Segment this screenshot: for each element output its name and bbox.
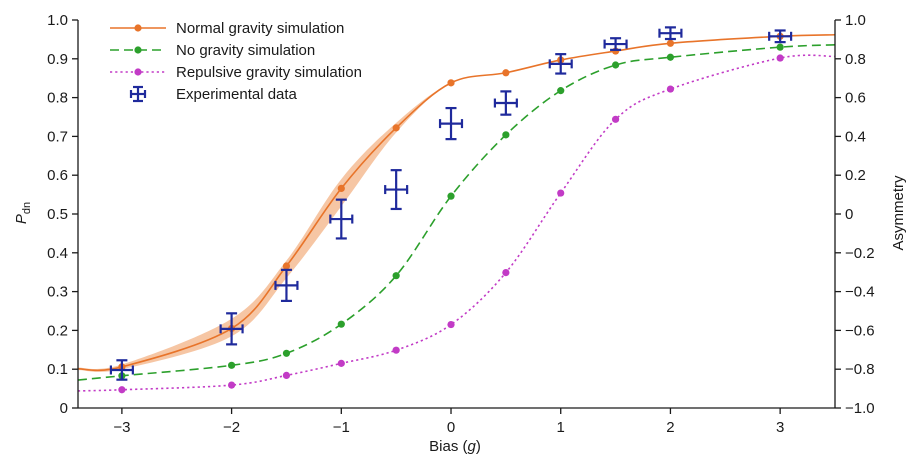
series-point-repulsive-gravity-simulation: [502, 268, 510, 277]
series-point-no-gravity-simulation: [337, 320, 345, 328]
data-point-error-bar: [109, 359, 134, 381]
data-point-error-bar: [438, 106, 464, 141]
series-point-repulsive-gravity-simulation: [282, 371, 291, 380]
series-point-normal-gravity-simulation: [447, 79, 455, 87]
legend-marker: [134, 68, 142, 76]
series-point-repulsive-gravity-simulation: [227, 381, 236, 389]
legend-marker: [134, 24, 142, 32]
series-point-normal-gravity-simulation: [502, 69, 510, 77]
series-point-repulsive-gravity-simulation: [392, 346, 400, 354]
y2-tick-label: 0.8: [845, 51, 866, 68]
series-layer: [77, 26, 836, 394]
y-tick-label: 0.6: [47, 167, 68, 184]
series-point-repulsive-gravity-simulation: [557, 189, 565, 197]
x-axis-label: Bias (g): [429, 438, 481, 455]
legend-item: No gravity simulation: [110, 42, 315, 59]
y-tick-label: 1.0: [47, 12, 68, 29]
data-point-error-bar: [329, 198, 354, 240]
y2-tick-label: 0.4: [845, 128, 866, 145]
x-tick-label: 1: [557, 419, 565, 436]
y-tick-label: 0.8: [47, 90, 68, 107]
y-tick-label: 0.5: [47, 206, 68, 223]
series-point-normal-gravity-simulation: [337, 184, 345, 192]
y2-tick-label: −0.2: [845, 245, 875, 262]
series-point-no-gravity-simulation: [227, 361, 236, 369]
y-tick-label: 0.7: [47, 128, 68, 145]
series-point-no-gravity-simulation: [611, 61, 620, 69]
series-point-repulsive-gravity-simulation: [447, 320, 455, 329]
y2-tick-label: −0.8: [845, 361, 875, 378]
series-point-repulsive-gravity-simulation: [337, 359, 345, 367]
legend-label: Repulsive gravity simulation: [176, 64, 362, 81]
x-tick-label: −3: [113, 419, 130, 436]
series-point-no-gravity-simulation: [502, 131, 510, 139]
axes-layer: −3 −2 −1 0 1 2 3 0 0.1 0.2 0.3 0.4 0.5 0.6 0.7 0.8 0.9 1.…: [47, 12, 874, 436]
confidence-band-layer: [78, 34, 835, 372]
y-tick-label: 0.3: [47, 284, 68, 301]
y2-tick-label: 1.0: [845, 12, 866, 29]
series-point-no-gravity-simulation: [392, 272, 400, 280]
y-tick-label: 0.9: [47, 51, 68, 68]
legend-label: Normal gravity simulation: [176, 20, 344, 37]
data-point-error-bar: [219, 312, 244, 346]
data-point-error-bar: [768, 29, 793, 44]
data-point-error-bar: [658, 26, 683, 41]
y2-tick-label: 0.6: [845, 90, 866, 107]
series-point-normal-gravity-simulation: [282, 262, 291, 270]
y2-tick-label: −0.6: [845, 322, 875, 339]
y-tick-label: 0.2: [47, 322, 68, 339]
x-tick-label: −2: [223, 419, 240, 436]
series-point-repulsive-gravity-simulation: [118, 386, 126, 394]
y2-tick-label: 0.2: [845, 167, 866, 184]
y-tick-label: 0.1: [47, 361, 68, 378]
series-point-no-gravity-simulation: [447, 192, 455, 200]
legend-item: Repulsive gravity simulation: [110, 64, 362, 81]
y2-tick-label: −1.0: [845, 400, 875, 417]
series-point-no-gravity-simulation: [666, 53, 675, 61]
legend: Normal gravity simulation No gravity simu…: [110, 20, 362, 103]
legend-item: Experimental data: [129, 85, 298, 103]
series-point-repulsive-gravity-simulation: [776, 54, 784, 62]
y-tick-label: 0: [60, 400, 68, 417]
x-tick-label: 2: [666, 419, 674, 436]
data-point-error-bar: [493, 90, 518, 116]
series-point-normal-gravity-simulation: [392, 124, 400, 132]
legend-item: Normal gravity simulation: [110, 20, 344, 37]
x-tick-label: 3: [776, 419, 784, 436]
legend-label: Experimental data: [176, 86, 298, 103]
y-tick-label: 0.4: [47, 245, 68, 262]
y2-axis-label: Asymmetry: [890, 175, 907, 251]
series-point-repulsive-gravity-simulation: [666, 85, 675, 93]
series-point-normal-gravity-simulation: [666, 39, 675, 47]
data-point-error-bar: [274, 268, 299, 303]
y2-tick-label: −0.4: [845, 284, 875, 301]
legend-label: No gravity simulation: [176, 42, 315, 59]
data-point-error-bar: [548, 53, 573, 75]
confidence-band: [78, 34, 835, 372]
series-point-no-gravity-simulation: [776, 43, 784, 51]
x-tick-label: 0: [447, 419, 455, 436]
legend-marker: [134, 46, 142, 54]
data-point-error-bar: [384, 169, 409, 211]
series-point-no-gravity-simulation: [282, 349, 291, 357]
series-point-no-gravity-simulation: [557, 87, 565, 95]
data-point-error-bar: [603, 37, 628, 51]
x-tick-label: −1: [333, 419, 350, 436]
y2-tick-label: 0: [845, 206, 853, 223]
series-point-repulsive-gravity-simulation: [611, 115, 620, 123]
